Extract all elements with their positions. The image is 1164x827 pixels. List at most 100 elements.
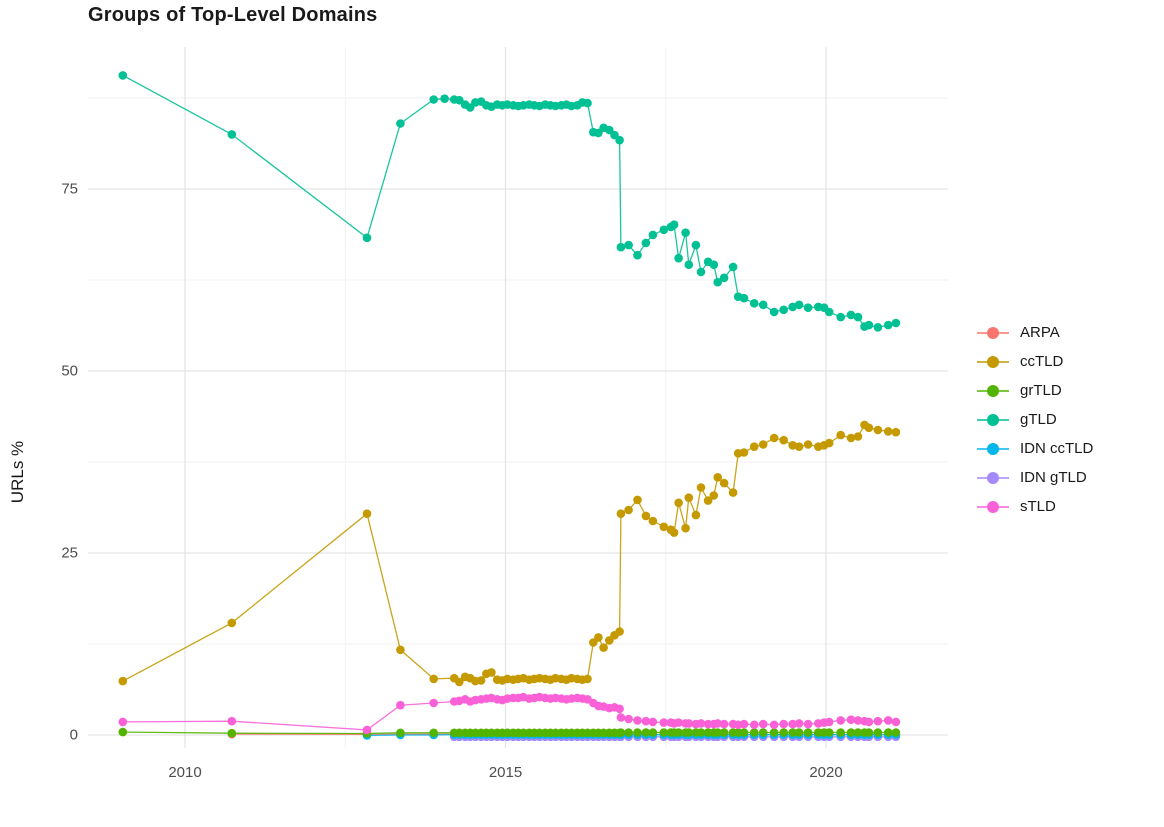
series-point-stld <box>836 716 845 725</box>
series-point-cctld <box>599 643 608 652</box>
series-point-gtld <box>616 242 626 252</box>
series-point-cctld <box>873 425 883 435</box>
series-point-cctld <box>864 423 874 433</box>
legend-item-stld: sTLD <box>976 492 1093 521</box>
series-point-stld <box>758 719 768 729</box>
series-point-cctld <box>719 478 729 488</box>
series-point-stld <box>624 714 633 724</box>
legend-item-arpa: ARPA <box>976 318 1093 347</box>
legend: ARPA ccTLD grTLD gTLD IDN ccTLD IDN gTLD sTLD <box>976 318 1093 521</box>
series-point-grtld <box>648 728 658 737</box>
series-point-stld <box>719 719 729 729</box>
series-point-gtld <box>836 312 845 322</box>
series-point-grtld <box>674 728 683 737</box>
series-point-cctld <box>633 495 642 505</box>
series-point-grtld <box>659 728 669 737</box>
series-point-cctld <box>455 677 464 687</box>
series-point-stld <box>396 700 405 710</box>
series-point-cctld <box>709 491 719 500</box>
series-point-cctld <box>684 493 694 503</box>
legend-item-label: gTLD <box>1020 411 1057 428</box>
series-point-cctld <box>836 430 845 440</box>
series-point-cctld <box>853 432 863 441</box>
series-point-grtld <box>836 728 845 737</box>
series-point-gtld <box>739 293 749 303</box>
series-point-stld <box>891 717 901 727</box>
series-point-cctld <box>739 448 749 457</box>
series-point-gtld <box>864 320 874 330</box>
legend-dot-swatch <box>987 413 999 426</box>
series-point-stld <box>779 719 788 729</box>
series-point-grtld <box>846 728 856 737</box>
series-point-cctld <box>758 440 768 449</box>
series-point-gtld <box>648 230 658 240</box>
series-point-cctld <box>118 676 128 686</box>
series-point-gtld <box>362 233 372 243</box>
series-point-gtld <box>659 225 669 235</box>
series-point-gtld <box>615 135 624 145</box>
chart-title: Groups of Top-Level Domains <box>88 4 378 26</box>
legend-dot-swatch <box>987 500 999 513</box>
series-point-cctld <box>362 509 372 518</box>
series-point-gtld <box>624 240 633 250</box>
legend-key-icon <box>976 470 1010 486</box>
series-point-grtld <box>824 728 834 737</box>
series-point-gtld <box>674 253 683 263</box>
legend-key-icon <box>976 441 1010 457</box>
series-point-cctld <box>681 523 690 533</box>
series-point-grtld <box>853 728 863 737</box>
series-point-gtld <box>824 307 834 317</box>
series-point-stld <box>769 720 779 730</box>
series-point-grtld <box>873 728 883 737</box>
y-tick-label-50: 50 <box>61 362 78 380</box>
series-point-gtld <box>429 95 439 104</box>
series-point-gtld <box>684 260 694 270</box>
series-point-stld <box>883 716 893 725</box>
x-tick-label-2020: 2020 <box>809 764 843 781</box>
series-point-grtld <box>891 728 901 737</box>
series-point-stld <box>227 716 237 726</box>
legend-item-label: IDN gTLD <box>1020 469 1087 486</box>
series-point-grtld <box>118 727 128 737</box>
series-point-stld <box>362 725 372 735</box>
series-point-grtld <box>864 728 874 737</box>
legend-dot-swatch <box>987 326 999 339</box>
series-point-gtld <box>696 267 706 277</box>
series-point-gtld <box>853 312 863 322</box>
series-point-cctld <box>788 441 797 450</box>
series-point-gtld <box>873 323 883 332</box>
series-point-gtld <box>118 71 128 80</box>
x-tick-label-2010: 2010 <box>168 764 202 781</box>
series-point-grtld <box>633 728 642 737</box>
series-point-gtld <box>583 98 592 108</box>
series-point-cctld <box>641 511 651 521</box>
series-point-cctld <box>396 645 405 655</box>
series-point-stld <box>739 719 749 729</box>
legend-item-grtld: grTLD <box>976 376 1093 405</box>
series-point-gtld <box>440 94 449 103</box>
series-point-gtld <box>641 238 651 248</box>
series-point-cctld <box>429 674 439 684</box>
series-point-stld <box>118 717 128 727</box>
series-point-stld <box>633 716 642 725</box>
legend-item-idn-gtld: IDN gTLD <box>976 463 1093 492</box>
series-point-stld <box>713 719 722 728</box>
series-point-grtld <box>696 728 706 737</box>
series-point-grtld <box>779 728 788 737</box>
series-point-stld <box>864 717 874 727</box>
series-point-cctld <box>703 496 713 505</box>
series-point-grtld <box>713 728 722 737</box>
series-point-stld <box>824 717 834 727</box>
y-tick-label-0: 0 <box>69 726 78 744</box>
series-point-cctld <box>616 509 626 518</box>
series-point-stld <box>641 716 651 726</box>
series-point-cctld <box>779 435 788 445</box>
series-point-gtld <box>779 305 788 315</box>
series-point-grtld <box>641 728 651 737</box>
series-line-gtld <box>122 74 897 328</box>
series-point-gtld <box>709 260 719 270</box>
series-point-cctld <box>749 442 759 452</box>
series-point-cctld <box>883 427 893 436</box>
y-tick-label-75: 75 <box>61 180 78 198</box>
